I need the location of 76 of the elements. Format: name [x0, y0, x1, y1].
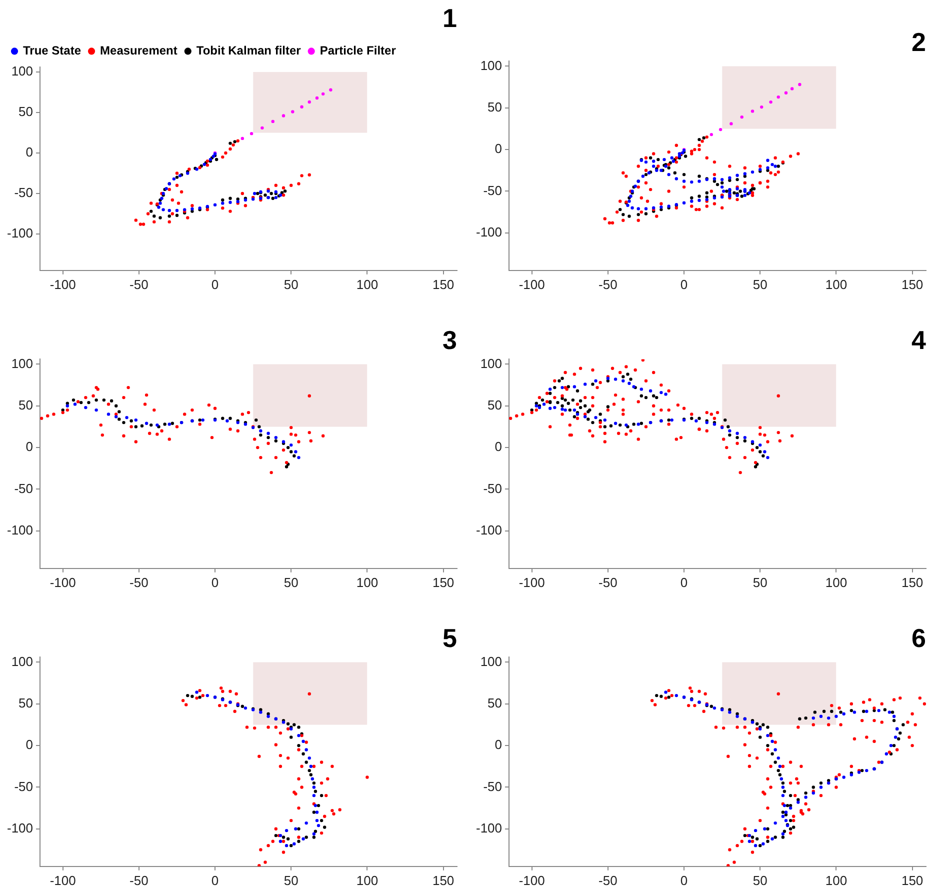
y-tick-label: 0 — [494, 141, 502, 156]
y-tick-label: 0 — [494, 439, 502, 454]
x-tick-label: 150 — [432, 872, 454, 888]
y-tick-label: 50 — [18, 397, 34, 412]
x-tick-label: 100 — [356, 574, 378, 590]
x-tick-label: -50 — [598, 574, 618, 590]
x-tick-label: -50 — [130, 574, 148, 590]
y-tick-label: -50 — [483, 778, 502, 794]
x-tick-label: -100 — [50, 276, 76, 292]
y-tick-label: 100 — [480, 58, 502, 73]
y-tick-label: 100 — [11, 356, 34, 371]
y-tick-label: -100 — [6, 820, 34, 836]
x-tick-label: 150 — [901, 276, 924, 292]
y-tick-label: 100 — [480, 356, 502, 371]
y-tick-label: -50 — [14, 778, 34, 794]
x-tick-label: 50 — [284, 276, 298, 292]
x-tick-label: -50 — [130, 872, 148, 888]
x-tick-label: 150 — [432, 276, 454, 292]
y-tick-label: 0 — [26, 439, 34, 454]
y-tick-label: 50 — [18, 695, 34, 710]
y-tick-label: -50 — [483, 182, 502, 198]
x-tick-label: 50 — [752, 574, 768, 590]
y-tick-label: 50 — [488, 99, 502, 114]
y-tick-label: 50 — [488, 695, 502, 710]
legend-label: Tobit Kalman filter — [196, 44, 302, 58]
y-tick-label: 0 — [494, 737, 502, 752]
chart-title: 4 — [912, 324, 927, 355]
x-tick-label: 0 — [211, 574, 219, 590]
y-tick-label: 50 — [488, 397, 502, 412]
x-tick-label: -50 — [598, 276, 618, 292]
chart-title: 2 — [912, 26, 926, 57]
y-tick-label: -50 — [14, 480, 34, 496]
y-tick-label: -50 — [14, 185, 34, 200]
x-tick-label: -100 — [518, 872, 545, 888]
x-tick-label: 150 — [901, 574, 924, 590]
chart-title: 3 — [442, 324, 457, 355]
legend-label: True State — [23, 44, 82, 58]
x-tick-label: 50 — [752, 872, 768, 888]
x-tick-label: 150 — [432, 574, 454, 590]
chart-title: 1 — [442, 2, 457, 33]
y-tick-label: -100 — [476, 820, 502, 836]
y-tick-label: -100 — [6, 522, 34, 538]
x-tick-label: 50 — [284, 574, 298, 590]
x-tick-label: -100 — [518, 574, 545, 590]
y-tick-label: 100 — [11, 64, 34, 79]
y-tick-label: -100 — [476, 522, 502, 538]
y-tick-label: 0 — [26, 737, 34, 752]
y-tick-label: 0 — [26, 144, 34, 160]
x-tick-label: 100 — [356, 276, 378, 292]
x-tick-label: -50 — [130, 276, 148, 292]
x-tick-label: 0 — [680, 574, 688, 590]
y-tick-label: 100 — [480, 654, 502, 669]
legend-label: Particle Filter — [320, 44, 396, 58]
x-tick-label: 0 — [680, 872, 688, 888]
y-tick-label: -100 — [6, 226, 34, 241]
x-tick-label: 100 — [356, 872, 378, 888]
chart-title: 5 — [442, 622, 457, 653]
x-tick-label: 150 — [901, 872, 924, 888]
chart-title: 6 — [912, 622, 926, 653]
x-tick-label: 50 — [284, 872, 298, 888]
x-tick-label: 0 — [680, 276, 688, 292]
x-tick-label: -50 — [598, 872, 618, 888]
x-tick-label: 50 — [752, 276, 768, 292]
x-tick-label: -100 — [50, 872, 76, 888]
y-tick-label: -100 — [476, 224, 502, 240]
y-tick-label: -50 — [483, 480, 502, 496]
y-tick-label: 50 — [18, 104, 34, 120]
x-tick-label: -100 — [518, 276, 545, 292]
x-tick-label: 0 — [211, 276, 219, 292]
x-tick-label: 100 — [825, 872, 848, 888]
x-tick-label: -100 — [50, 574, 76, 590]
x-tick-label: 0 — [211, 872, 219, 888]
x-tick-label: 100 — [825, 276, 848, 292]
x-tick-label: 100 — [825, 574, 848, 590]
legend-label: Measurement — [100, 44, 178, 58]
y-tick-label: 100 — [11, 654, 34, 669]
